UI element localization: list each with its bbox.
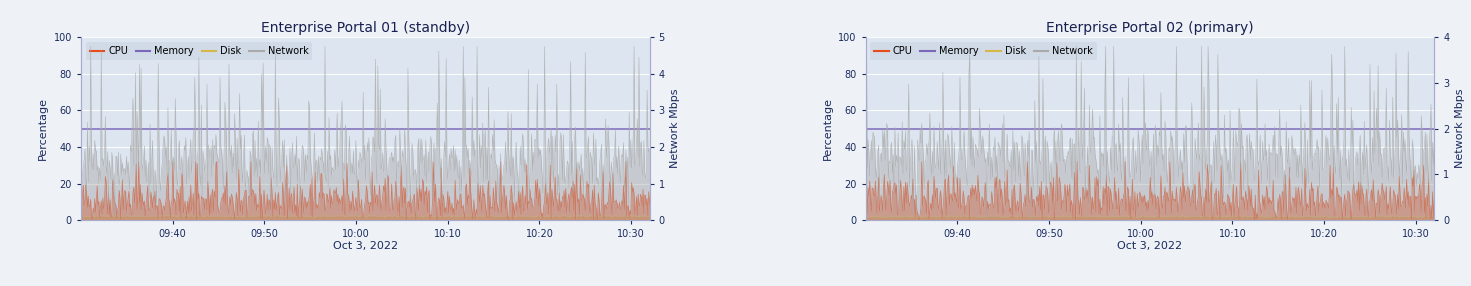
Y-axis label: Percentage: Percentage xyxy=(38,97,49,160)
Title: Enterprise Portal 01 (standby): Enterprise Portal 01 (standby) xyxy=(260,21,469,35)
X-axis label: Oct 3, 2022: Oct 3, 2022 xyxy=(332,241,397,251)
Y-axis label: Network Mbps: Network Mbps xyxy=(671,89,681,168)
Y-axis label: Network Mbps: Network Mbps xyxy=(1455,89,1465,168)
Title: Enterprise Portal 02 (primary): Enterprise Portal 02 (primary) xyxy=(1046,21,1253,35)
Legend: CPU, Memory, Disk, Network: CPU, Memory, Disk, Network xyxy=(85,42,312,60)
X-axis label: Oct 3, 2022: Oct 3, 2022 xyxy=(1118,241,1183,251)
Y-axis label: Percentage: Percentage xyxy=(822,97,833,160)
Legend: CPU, Memory, Disk, Network: CPU, Memory, Disk, Network xyxy=(871,42,1097,60)
